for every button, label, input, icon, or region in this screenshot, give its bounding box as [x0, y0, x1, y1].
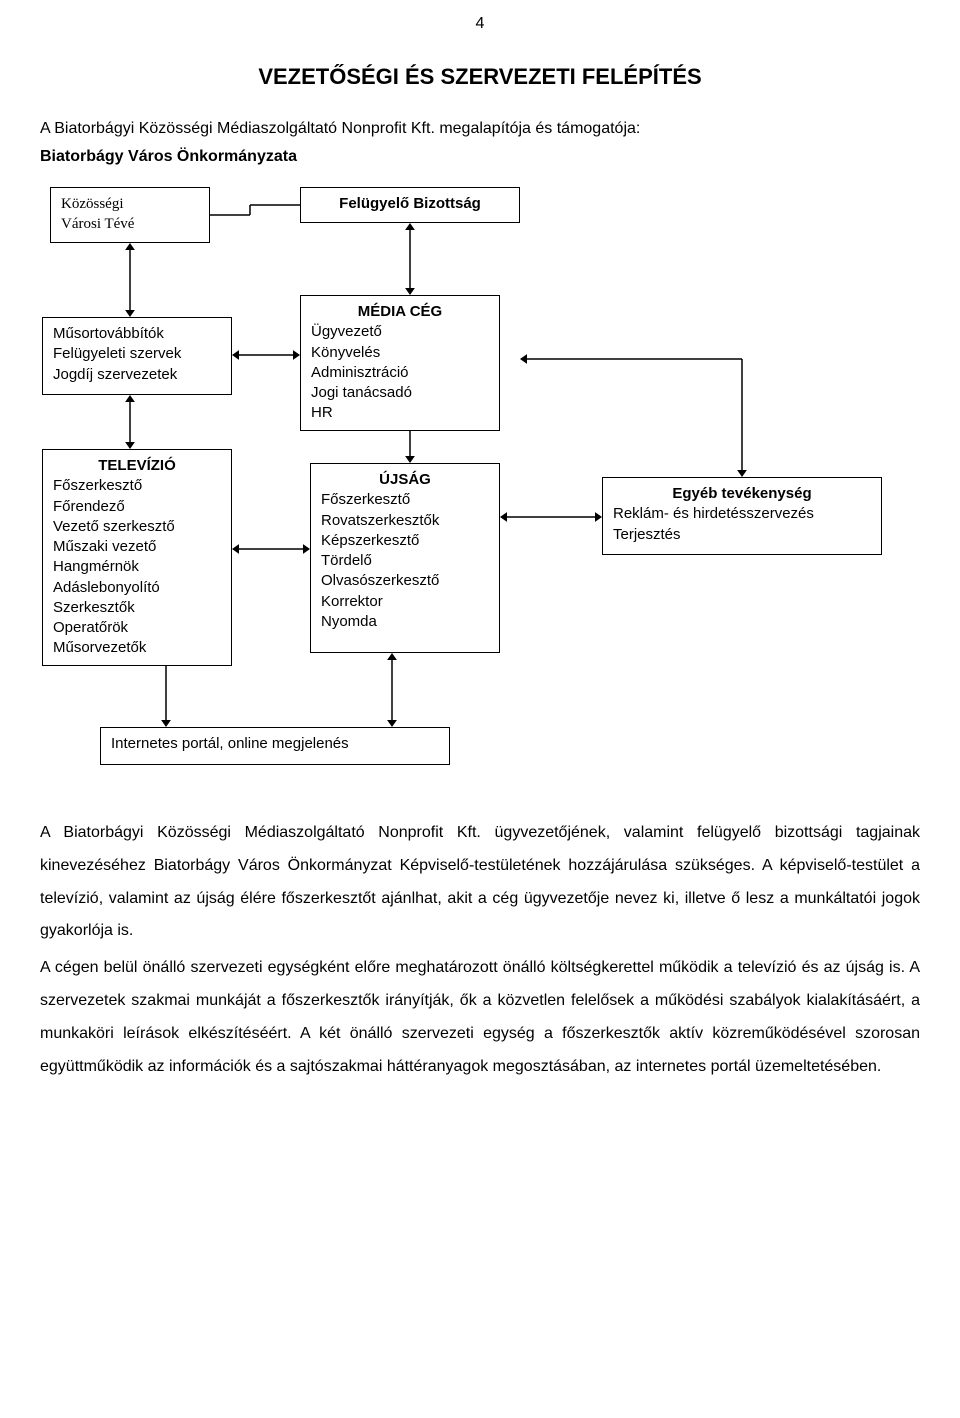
node-internetes: Internetes portál, online megjelenés [100, 727, 450, 765]
body-text: A Biatorbágyi Közösségi Médiaszolgáltató… [40, 817, 920, 1083]
paragraph-2: A cégen belül önálló szervezeti egységké… [40, 952, 920, 1083]
page-number: 4 [40, 0, 920, 60]
node-egyeb: Egyéb tevékenységReklám- és hirdetésszer… [602, 477, 882, 555]
org-chart-diagram: KözösségiVárosi Tévé Felügyelő Bizottság M… [42, 187, 918, 787]
subtitle-line-1: A Biatorbágyi Közösségi Médiaszolgáltató… [40, 117, 920, 141]
node-felugyelo: Felügyelő Bizottság [300, 187, 520, 223]
node-ujsag: ÚJSÁGFőszerkesztőRovatszerkesztőkKépszer… [310, 463, 500, 653]
node-televizio: TELEVÍZIÓFőszerkesztőFőrendezőVezető sze… [42, 449, 232, 666]
node-musortov: MűsortovábbítókFelügyeleti szervekJogdíj… [42, 317, 232, 395]
page-title: VEZETŐSÉGI ÉS SZERVEZETI FELÉPÍTÉS [40, 60, 920, 93]
paragraph-1: A Biatorbágyi Közösségi Médiaszolgáltató… [40, 817, 920, 948]
subtitle-line-2: Biatorbágy Város Önkormányzata [40, 145, 920, 169]
node-mediaceg: MÉDIA CÉGÜgyvezetőKönyvelésAdminisztráci… [300, 295, 500, 431]
node-kozossegi: KözösségiVárosi Tévé [50, 187, 210, 243]
